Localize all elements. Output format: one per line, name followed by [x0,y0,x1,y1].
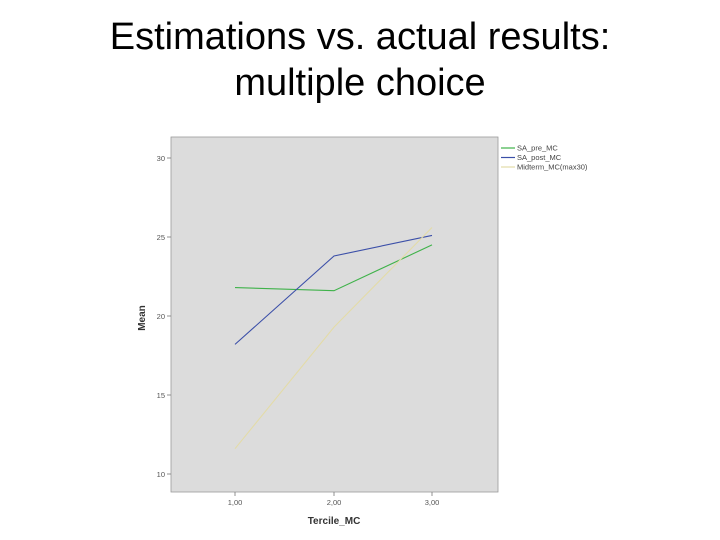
x-tick-label: 2,00 [327,498,342,507]
legend-label: SA_pre_MC [517,144,558,153]
y-axis-title: Mean [137,305,148,331]
y-tick-label: 15 [157,391,165,400]
y-axis: 10 15 20 25 30 [157,154,171,479]
y-tick-label: 20 [157,312,165,321]
series-line-sa-post-mc [234,234,433,345]
plot-area [170,136,499,493]
series-line-midterm-mc-max30 [234,227,433,450]
y-tick-label: 25 [157,233,165,242]
slide-title-line-2: multiple choice [234,62,486,104]
legend-label: SA_post_MC [517,153,562,162]
legend-label: Midterm_MC(max30) [517,163,588,172]
x-tick-label: 1,00 [228,498,243,507]
y-tick-label: 10 [157,470,165,479]
y-tick-label: 30 [157,154,165,163]
slide-title: Estimations vs. actual results: multiple… [0,14,720,106]
x-tick-label: 3,00 [425,498,440,507]
x-axis: 1,00 2,00 3,00 [228,492,440,507]
x-axis-title: Tercile_MC [308,516,361,527]
slide-title-line-1: Estimations vs. actual results: [109,16,611,58]
series-group [234,227,433,450]
